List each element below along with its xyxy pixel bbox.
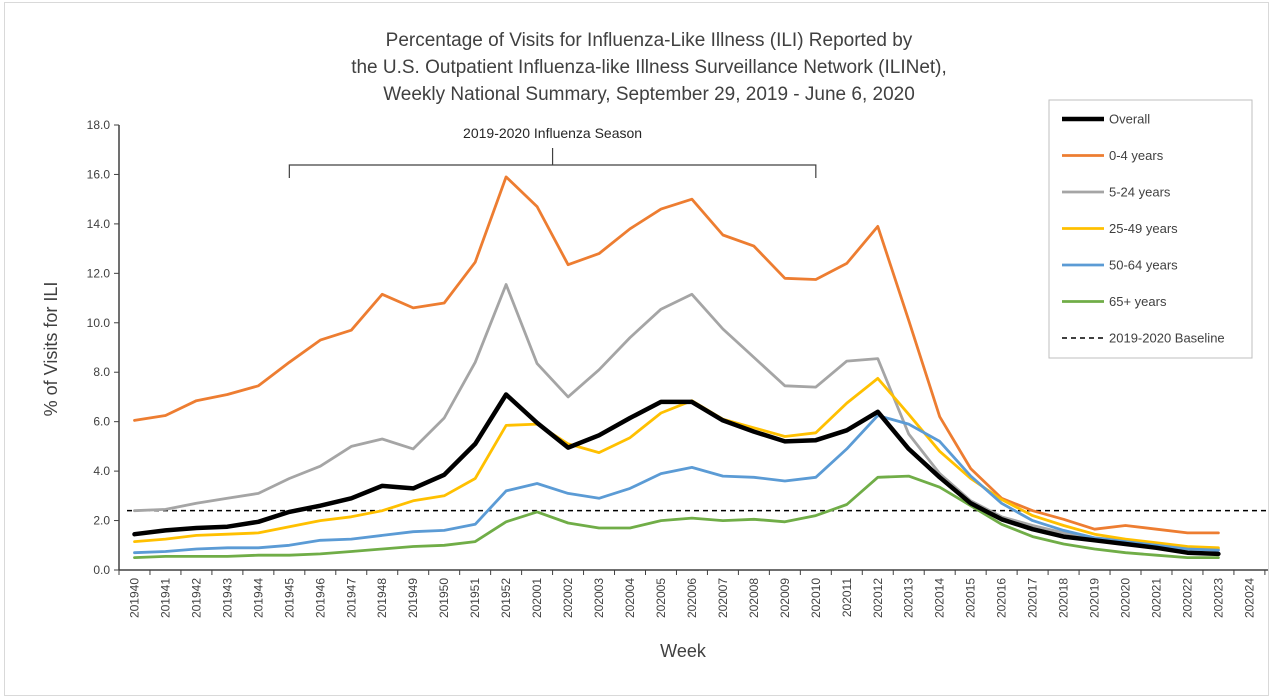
legend-label: 65+ years [1109,294,1167,309]
ili-line-chart: Percentage of Visits for Influenza-Like … [41,30,1268,661]
y-tick-label: 14.0 [87,217,111,231]
y-tick-label: 6.0 [93,415,110,429]
x-axis-title: Week [660,641,707,661]
series-line-0-4-years [133,175,1220,535]
y-tick-label: 12.0 [87,266,111,280]
x-tick-label: 201941 [158,578,172,618]
y-axis-ticks: 0.0 2.0 4.0 6.0 8.0 10.0 12.0 14.0 16.0 18.0 [87,118,119,577]
series-line-overall [132,392,1221,557]
x-tick-label: 202011 [840,578,854,617]
y-tick-label: 0.0 [93,563,110,577]
legend-label: 25-49 years [1109,221,1178,236]
legend-label: Overall [1109,112,1150,127]
x-tick-label: 201942 [189,578,203,618]
y-tick-label: 2.0 [93,514,110,528]
x-tick-label: 202024 [1242,578,1256,618]
x-tick-label: 202009 [778,578,792,618]
x-tick-label: 201949 [406,578,420,618]
x-tick-label: 201946 [313,578,327,618]
x-axis-ticks: 201940 201941 201942 201943 201944 201945 2019… [118,570,1266,618]
y-tick-label: 16.0 [87,167,111,181]
x-tick-label: 202021 [1149,578,1163,618]
x-tick-label: 202003 [592,578,606,618]
x-tick-label: 202015 [964,578,978,618]
x-tick-label: 202016 [995,578,1009,618]
x-tick-label: 201952 [499,578,513,618]
legend-label: 2019-2020 Baseline [1109,331,1225,346]
x-tick-label: 202020 [1119,578,1133,618]
x-tick-label: 202023 [1211,578,1225,618]
x-tick-label: 202018 [1057,578,1071,618]
x-tick-label: 202007 [716,578,730,618]
y-tick-label: 18.0 [87,118,111,132]
chart-frame: Percentage of Visits for Influenza-Like … [4,2,1269,696]
series-layer [132,175,1221,559]
x-tick-label: 202002 [561,578,575,618]
legend-label: 0-4 years [1109,148,1164,163]
x-tick-label: 201950 [437,578,451,618]
x-tick-label: 201944 [251,578,265,618]
x-tick-label: 201951 [468,578,482,618]
chart-title: Percentage of Visits for Influenza-Like … [351,30,947,105]
x-tick-label: 202012 [871,578,885,618]
x-tick-label: 202008 [747,578,761,618]
chart-title-line-1: Percentage of Visits for Influenza-Like … [386,30,913,51]
x-tick-label: 202022 [1180,578,1194,618]
legend: Overall 0-4 years 5-24 years 25-49 years 50-… [1048,99,1253,359]
series-line-5-24-years [133,283,1220,551]
x-tick-label: 202013 [902,578,916,618]
legend-label: 50-64 years [1109,258,1178,273]
series-line-25-49-years [133,376,1220,550]
y-axis-title: % of Visits for ILI [41,282,61,417]
x-tick-label: 202005 [654,578,668,618]
x-tick-label: 201940 [127,578,141,618]
series-line-50-64-years [133,414,1220,555]
x-tick-label: 202001 [530,578,544,618]
chart-title-line-2: the U.S. Outpatient Influenza-like Illne… [351,57,947,78]
x-tick-label: 201943 [220,578,234,618]
x-tick-label: 202019 [1088,578,1102,618]
y-tick-label: 4.0 [93,464,110,478]
season-bracket [288,164,817,178]
x-tick-label: 201948 [375,578,389,618]
y-tick-label: 10.0 [87,316,111,330]
x-tick-label: 202006 [685,578,699,618]
series-line-65-years [133,474,1220,559]
x-tick-label: 201947 [344,578,358,618]
season-annotation-label: 2019-2020 Influenza Season [463,125,642,141]
x-tick-label: 202014 [933,578,947,618]
x-tick-label: 202004 [623,578,637,618]
x-tick-label: 202017 [1026,578,1040,618]
x-tick-label: 201945 [282,578,296,618]
y-tick-label: 8.0 [93,365,110,379]
chart-title-line-3: Weekly National Summary, September 29, 2… [383,84,915,105]
legend-label: 5-24 years [1109,185,1171,200]
season-annotation: 2019-2020 Influenza Season [288,125,817,178]
x-tick-label: 202010 [809,578,823,618]
